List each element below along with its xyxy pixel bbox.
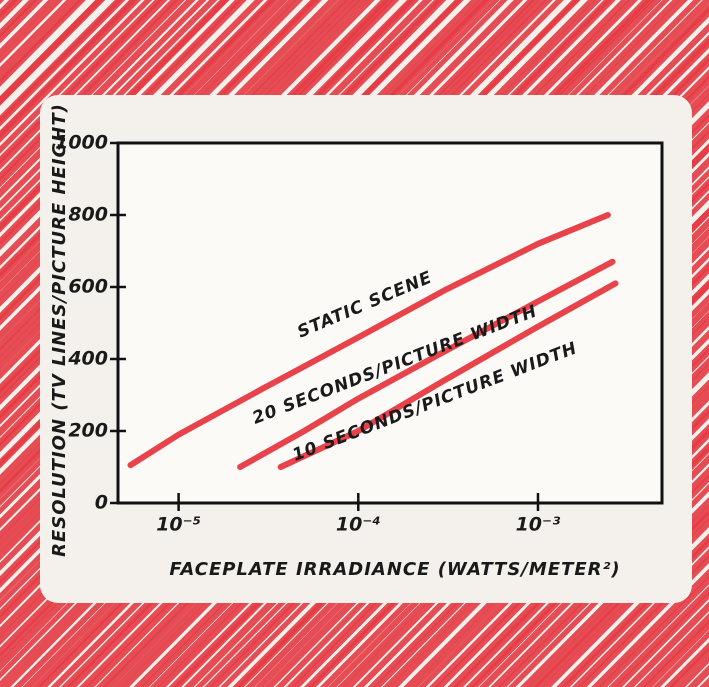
series-line <box>237 258 616 470</box>
series-line <box>277 280 619 470</box>
x-axis-label: FACEPLATE IRRADIANCE (WATTS/METER²) <box>169 559 620 580</box>
x-tick-label: 10⁻³ <box>516 514 561 536</box>
series-line <box>127 212 611 469</box>
y-tick-label: 1000 <box>55 132 108 154</box>
y-tick-label: 600 <box>68 276 108 298</box>
x-tick-label: 10⁻⁴ <box>336 514 381 536</box>
x-tick-label: 10⁻⁵ <box>156 514 201 536</box>
y-tick-label: 0 <box>95 492 108 514</box>
hatch-stroke <box>598 575 709 687</box>
y-tick-label: 200 <box>68 420 108 442</box>
hatch-stroke <box>591 568 709 687</box>
y-tick-label: 400 <box>67 348 108 370</box>
y-tick-label: 800 <box>68 204 108 226</box>
y-axis-label: RESOLUTION (TV LINES/PICTURE HEIGHT) <box>49 103 70 557</box>
hatch-stroke <box>0 0 126 127</box>
hatch-stroke <box>0 0 142 143</box>
